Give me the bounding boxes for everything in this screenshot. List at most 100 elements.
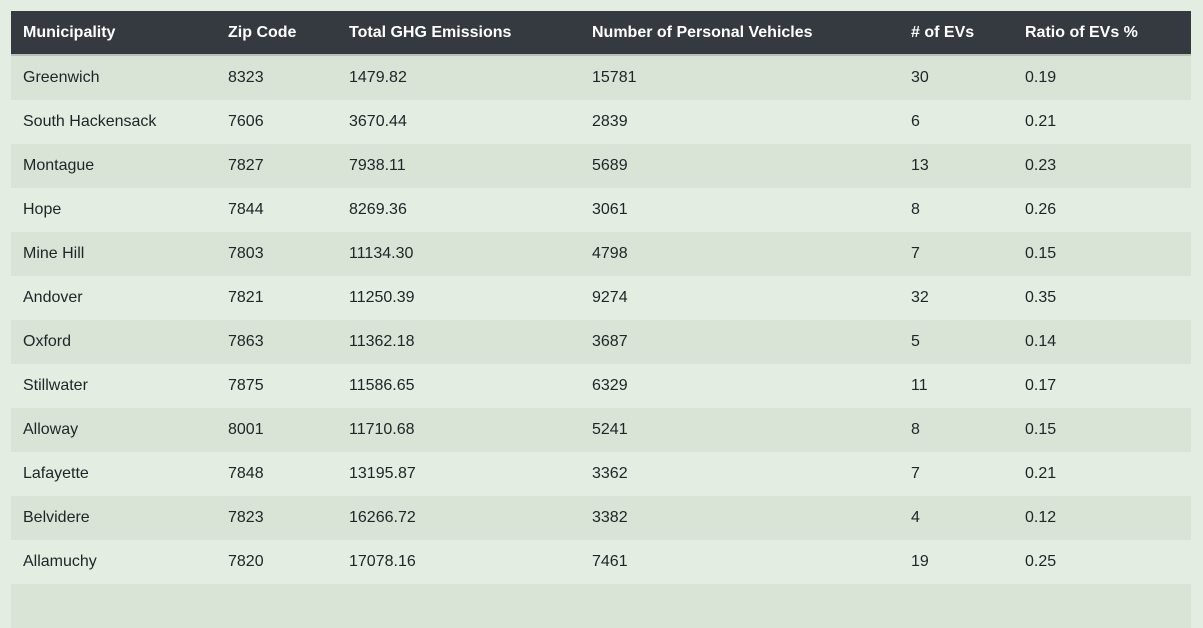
ev-count-cell: 8 [911, 201, 920, 218]
ev-count-cell: 4 [911, 509, 920, 526]
ghg-emissions-cell: 17078.16 [349, 553, 416, 570]
municipality-cell: Belvidere [23, 509, 90, 526]
ev-count-cell: 5 [911, 333, 920, 350]
ev-ratio-cell: 0.23 [1025, 157, 1057, 174]
ghg-emissions-cell: 3670.44 [349, 113, 407, 130]
table-row: Hope 7844 8269.36 3061 8 0.26 [11, 188, 1191, 232]
table-row: Mine Hill 7803 11134.30 4798 7 0.15 [11, 232, 1191, 276]
ev-ratio-cell: 0.19 [1025, 69, 1057, 86]
ghg-emissions-cell: 11710.68 [349, 421, 415, 438]
table-body: Greenwich 8323 1479.82 15781 30 0.19 South Hac… [11, 55, 1191, 628]
vehicles-cell: 3362 [592, 465, 628, 482]
zip-code-cell [216, 584, 337, 628]
municipality-cell [11, 584, 216, 628]
table-row: Andover 7821 11250.39 9274 32 0.35 [11, 276, 1191, 320]
ev-ratio-cell: 0.25 [1025, 553, 1057, 570]
table-row: Belvidere 7823 16266.72 3382 4 0.12 [11, 496, 1191, 540]
table-row: Alloway 8001 11710.68 5241 8 0.15 [11, 408, 1191, 452]
ghg-emissions-cell: 11362.18 [349, 333, 415, 350]
ghg-emissions-cell: 1479.82 [349, 69, 407, 86]
ev-count-cell: 8 [911, 421, 920, 438]
zip-code-cell: 7803 [228, 245, 264, 262]
vehicles-cell: 4798 [592, 245, 628, 262]
ghg-emissions-cell: 7938.11 [349, 157, 406, 174]
table-row: Lafayette 7848 13195.87 3362 7 0.21 [11, 452, 1191, 496]
ev-ratio-cell: 0.21 [1025, 465, 1057, 482]
column-header-total-ghg-emissions[interactable]: Total GHG Emissions [337, 11, 580, 56]
zip-code-cell: 7863 [228, 333, 264, 350]
municipality-cell: Allamuchy [23, 553, 97, 570]
municipality-cell: Greenwich [23, 69, 100, 86]
ev-ratio-cell [1013, 584, 1191, 628]
header-row: Municipality Zip Code Total GHG Emission… [11, 11, 1191, 56]
vehicles-cell: 3687 [592, 333, 628, 350]
ghg-emissions-cell: 8269.36 [349, 201, 407, 218]
vehicles-cell: 9274 [592, 289, 628, 306]
ev-ratio-cell: 0.35 [1025, 289, 1057, 306]
ev-ratio-cell: 0.15 [1025, 245, 1057, 262]
data-table-container: Municipality Zip Code Total GHG Emission… [11, 11, 1191, 628]
ev-count-cell: 6 [911, 113, 920, 130]
column-header-municipality[interactable]: Municipality [11, 11, 216, 56]
column-header-ev-count[interactable]: # of EVs [899, 11, 1013, 56]
ghg-emissions-cell: 11586.65 [349, 377, 415, 394]
ghg-emissions-cell [337, 584, 580, 628]
zip-code-cell: 7848 [228, 465, 264, 482]
zip-code-cell: 7606 [228, 113, 264, 130]
municipality-cell: Montague [23, 157, 95, 174]
zip-code-cell: 7820 [228, 553, 264, 570]
emissions-table: Municipality Zip Code Total GHG Emission… [11, 11, 1191, 628]
table-header: Municipality Zip Code Total GHG Emission… [11, 11, 1191, 56]
municipality-cell: Oxford [23, 333, 72, 350]
vehicles-cell: 2839 [592, 113, 628, 130]
municipality-cell: Lafayette [23, 465, 89, 482]
ev-count-cell: 7 [911, 465, 920, 482]
ghg-emissions-cell: 16266.72 [349, 509, 416, 526]
table-row [11, 584, 1191, 628]
zip-code-cell: 8323 [228, 69, 264, 86]
ev-count-cell: 32 [911, 289, 929, 306]
ev-count-cell: 30 [911, 69, 929, 86]
municipality-cell: South Hackensack [23, 113, 157, 130]
ev-count-cell: 11 [911, 377, 928, 394]
table-row: South Hackensack 7606 3670.44 2839 6 0.21 [11, 100, 1191, 144]
vehicles-cell: 3061 [592, 201, 628, 218]
zip-code-cell: 8001 [228, 421, 264, 438]
ev-count-cell: 19 [911, 553, 929, 570]
table-row: Stillwater 7875 11586.65 6329 11 0.17 [11, 364, 1191, 408]
municipality-cell: Alloway [23, 421, 79, 438]
table-row: Allamuchy 7820 17078.16 7461 19 0.25 [11, 540, 1191, 584]
municipality-cell: Mine Hill [23, 245, 85, 262]
vehicles-cell [580, 584, 899, 628]
ev-count-cell: 13 [911, 157, 929, 174]
ghg-emissions-cell: 11134.30 [349, 245, 414, 262]
municipality-cell: Hope [23, 201, 62, 218]
vehicles-cell: 6329 [592, 377, 628, 394]
zip-code-cell: 7821 [228, 289, 264, 306]
municipality-cell: Stillwater [23, 377, 88, 394]
column-header-zip-code[interactable]: Zip Code [216, 11, 337, 56]
ev-count-cell: 7 [911, 245, 920, 262]
ghg-emissions-cell: 13195.87 [349, 465, 416, 482]
zip-code-cell: 7875 [228, 377, 264, 394]
zip-code-cell: 7844 [228, 201, 264, 218]
ev-ratio-cell: 0.12 [1025, 509, 1057, 526]
ev-ratio-cell: 0.26 [1025, 201, 1057, 218]
zip-code-cell: 7827 [228, 157, 264, 174]
vehicles-cell: 3382 [592, 509, 628, 526]
zip-code-cell: 7823 [228, 509, 264, 526]
ev-ratio-cell: 0.14 [1025, 333, 1057, 350]
vehicles-cell: 15781 [592, 69, 637, 86]
vehicles-cell: 5689 [592, 157, 628, 174]
column-header-ev-ratio[interactable]: Ratio of EVs % [1013, 11, 1191, 56]
ev-count-cell [899, 584, 1013, 628]
vehicles-cell: 7461 [592, 553, 628, 570]
ev-ratio-cell: 0.17 [1025, 377, 1057, 394]
ev-ratio-cell: 0.21 [1025, 113, 1057, 130]
table-row: Greenwich 8323 1479.82 15781 30 0.19 [11, 55, 1191, 100]
table-row: Montague 7827 7938.11 5689 13 0.23 [11, 144, 1191, 188]
municipality-cell: Andover [23, 289, 83, 306]
column-header-personal-vehicles[interactable]: Number of Personal Vehicles [580, 11, 899, 56]
ev-ratio-cell: 0.15 [1025, 421, 1057, 438]
ghg-emissions-cell: 11250.39 [349, 289, 415, 306]
